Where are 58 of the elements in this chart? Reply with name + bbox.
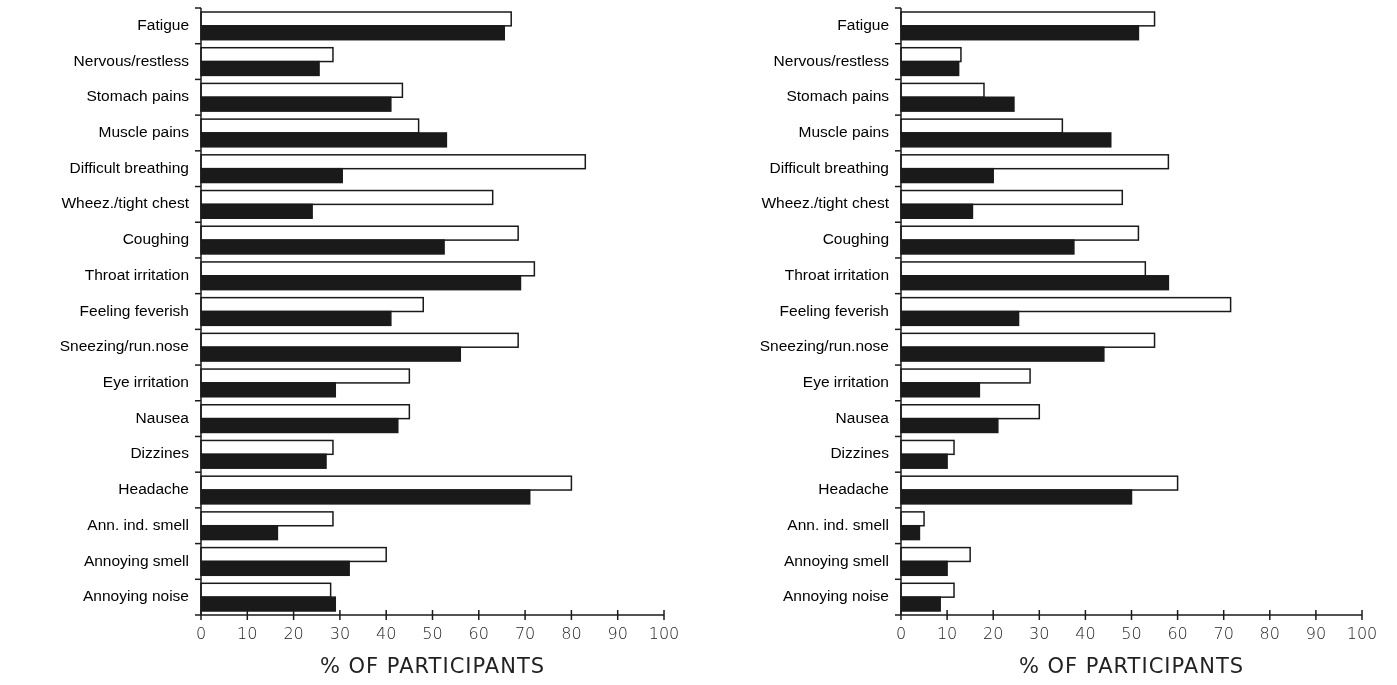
x-tick-label: 90 bbox=[1305, 624, 1327, 643]
x-tick-label: 30 bbox=[329, 624, 351, 643]
x-tick-label: 40 bbox=[1075, 624, 1096, 643]
y-tick-label: Ann. ind. smell bbox=[787, 515, 889, 533]
y-tick-label: Dizzines bbox=[830, 444, 890, 462]
x-tick-label: 0 bbox=[195, 624, 207, 643]
x-tick-label: 100 bbox=[1346, 624, 1378, 643]
y-tick-label: Feeling feverish bbox=[79, 301, 189, 319]
y-tick-label: Nausea bbox=[135, 408, 190, 426]
y-tick-label: Nervous/restless bbox=[773, 51, 890, 69]
y-tick-label: Stomach pains bbox=[786, 87, 890, 105]
y-tick-label: Coughing bbox=[122, 230, 189, 248]
x-tick-label: 70 bbox=[514, 624, 536, 643]
y-tick-label: Stomach pains bbox=[86, 87, 190, 105]
x-axis-title: % OF PARTICIPANTS bbox=[1018, 654, 1245, 678]
y-tick-label: Annoying noise bbox=[783, 587, 889, 605]
x-tick-label: 50 bbox=[1121, 624, 1142, 643]
y-tick-label: Wheez./tight chest bbox=[61, 194, 190, 212]
y-tick-label: Annoying noise bbox=[83, 587, 189, 605]
x-tick-label: 0 bbox=[895, 624, 907, 643]
x-axis-title: % OF PARTICIPANTS bbox=[319, 654, 546, 678]
x-tick-label: 80 bbox=[1259, 624, 1280, 643]
x-tick-label: 30 bbox=[1029, 624, 1050, 643]
x-tick-label: 20 bbox=[283, 624, 304, 643]
x-tick-label: 50 bbox=[422, 624, 443, 643]
y-tick-label: Headache bbox=[118, 480, 189, 498]
x-tick-label: 60 bbox=[468, 624, 489, 643]
y-tick-label: Difficult breathing bbox=[769, 158, 889, 176]
y-tick-label: Difficult breathing bbox=[69, 158, 189, 176]
x-tick-label: 60 bbox=[1167, 624, 1188, 643]
x-tick-label: 20 bbox=[983, 624, 1004, 643]
y-tick-label: Nausea bbox=[835, 408, 890, 426]
x-tick-label: 70 bbox=[1213, 624, 1234, 643]
y-tick-label: Sneezing/run.nose bbox=[59, 337, 189, 355]
x-tick-label: 40 bbox=[376, 624, 397, 643]
y-tick-label: Feeling feverish bbox=[779, 301, 889, 319]
y-tick-label: Annoying smell bbox=[83, 551, 189, 569]
x-tick-label: 80 bbox=[561, 624, 582, 643]
y-tick-label: Dizzines bbox=[130, 444, 190, 462]
y-tick-label: Fatigue bbox=[837, 15, 889, 33]
x-tick-label: 10 bbox=[237, 624, 258, 643]
y-tick-label: Muscle pains bbox=[798, 123, 890, 141]
y-tick-label: Muscle pains bbox=[98, 123, 190, 141]
y-tick-label: Throat irritation bbox=[84, 265, 189, 283]
y-tick-label: Eye irritation bbox=[802, 373, 889, 391]
y-tick-label: Headache bbox=[818, 480, 889, 498]
x-tick-label: 10 bbox=[936, 624, 958, 643]
y-tick-label: Wheez./tight chest bbox=[761, 194, 890, 212]
y-tick-label: Sneezing/run.nose bbox=[759, 337, 889, 355]
y-tick-label: Ann. ind. smell bbox=[87, 515, 189, 533]
y-tick-label: Fatigue bbox=[137, 15, 189, 33]
y-tick-label: Coughing bbox=[822, 230, 889, 248]
y-tick-label: Nervous/restless bbox=[73, 51, 190, 69]
x-tick-label: 90 bbox=[607, 624, 628, 643]
y-tick-label: Throat irritation bbox=[784, 265, 889, 283]
y-tick-label: Annoying smell bbox=[783, 551, 889, 569]
x-tick-label: 100 bbox=[648, 624, 680, 643]
y-tick-label: Eye irritation bbox=[102, 373, 189, 391]
